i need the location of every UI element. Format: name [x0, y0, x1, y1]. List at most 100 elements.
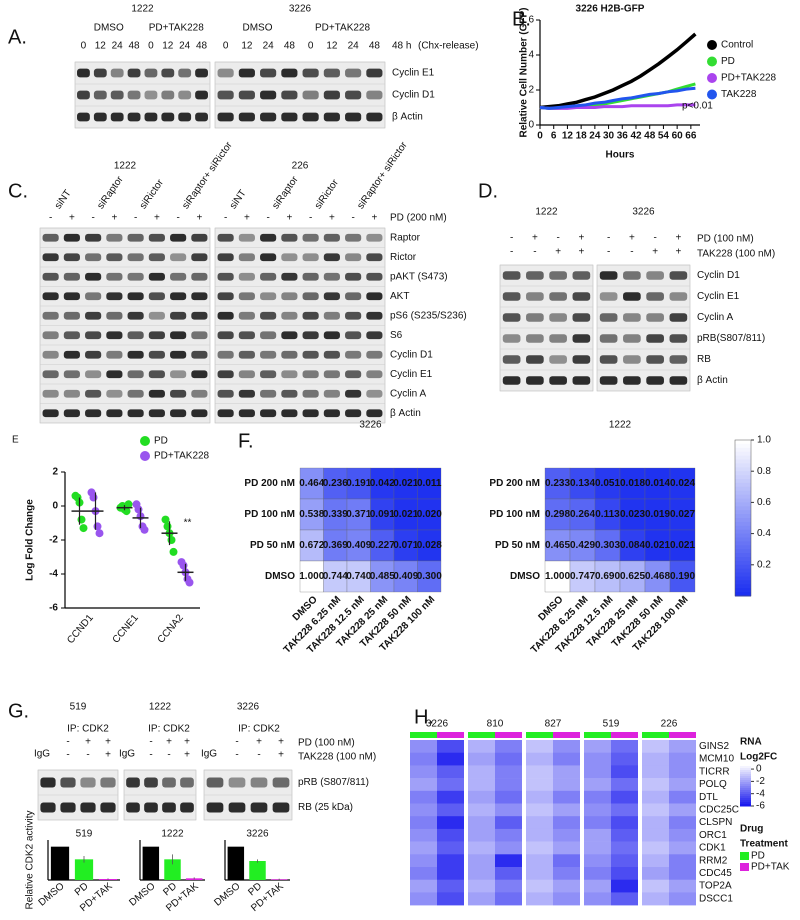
heatmap-cell: [526, 867, 553, 880]
blot-band: [260, 90, 277, 100]
blot-band: [63, 292, 80, 301]
heatmap-cell: [669, 892, 696, 906]
blot-band: [599, 313, 618, 322]
blot-band: [572, 292, 591, 301]
x-tick-label: DMSO: [212, 881, 242, 909]
blot-band: [127, 292, 144, 301]
row-label: PD 50 nM: [250, 540, 295, 551]
annotation: p<0.01: [682, 101, 713, 112]
data-point: [134, 505, 143, 514]
blot-band: [366, 331, 383, 340]
colorbar-step: [740, 796, 751, 799]
blot-band: [281, 68, 298, 78]
row-label: ORC1: [699, 830, 727, 841]
heatmap-cell: [468, 790, 495, 804]
blot-band: [366, 68, 383, 78]
row-label: DTL: [699, 792, 718, 803]
cell-line: 519: [70, 702, 87, 713]
colorbar-step: [735, 514, 751, 519]
colorbar-step: [735, 518, 751, 523]
blot-band: [281, 409, 298, 418]
heatmap-cell: [611, 803, 638, 817]
row-label: PD 200 nM: [489, 478, 540, 489]
blot-band: [144, 777, 158, 788]
heatmap-cell: [669, 879, 696, 893]
blot-band: [60, 777, 76, 788]
blot-band: [281, 272, 298, 281]
row-label: Cyclin E1: [697, 291, 740, 302]
lane-label: 48: [196, 41, 208, 52]
cell-label: 0.027: [670, 509, 695, 520]
heatmap-cell: [611, 828, 638, 842]
blot-band: [144, 90, 158, 100]
blot-band: [281, 311, 298, 320]
blot-band: [623, 313, 641, 322]
blot-band: [77, 68, 90, 78]
blot-band: [228, 802, 246, 813]
x-tick-label: DMSO: [127, 881, 157, 909]
blot-band: [217, 409, 234, 418]
heatmap-cell: [611, 892, 638, 906]
blot-band: [106, 311, 123, 320]
row-label: DMSO: [265, 571, 295, 582]
cell-label: 0.023: [620, 509, 645, 520]
row-label: PD 200 nM: [244, 478, 295, 489]
bar: [164, 859, 181, 880]
x-tick-label: CCNE1: [111, 612, 141, 645]
heatmap-cell: [611, 740, 638, 753]
sign: -: [533, 247, 536, 258]
blot-band: [127, 112, 141, 122]
colorbar-step: [735, 494, 751, 499]
blot-band: [170, 350, 187, 359]
blot-band: [502, 376, 521, 385]
heatmap-cell: [584, 841, 611, 855]
blot-band: [162, 777, 176, 788]
cell-label: 0.024: [670, 478, 695, 489]
y-axis-label: Relative CDK2 activity: [25, 811, 36, 910]
bar: [142, 846, 160, 880]
heatmap-cell: [553, 765, 580, 779]
cell-label: 0.300: [417, 571, 442, 582]
sign: -: [309, 213, 312, 224]
cell-label: 0.429: [570, 540, 595, 551]
blot-band: [217, 253, 234, 262]
heatmap-cell: [410, 765, 437, 779]
treatment-label: PD (100 nM): [697, 234, 754, 245]
colorbar-step: [740, 792, 751, 795]
heatmap-cell: [611, 778, 638, 792]
sign: +: [629, 233, 635, 244]
colorbar-step: [735, 471, 751, 476]
blot-band: [366, 350, 383, 359]
heatmap-cell: [526, 740, 553, 753]
colorbar-step: [740, 780, 751, 783]
colorbar-step: [735, 572, 751, 577]
group-label: siRaptor: [270, 174, 301, 211]
heatmap-cell: [642, 765, 669, 779]
treatment-strip: [468, 732, 495, 738]
heatmap-cell: [468, 803, 495, 817]
treatment-label: TAK228 (100 nM): [298, 752, 376, 763]
bar: [227, 846, 245, 880]
blot-band: [260, 389, 277, 398]
x-tick-label: CCND1: [65, 612, 96, 646]
treatment-strip: [553, 732, 580, 738]
lane-label: 12: [95, 41, 107, 52]
heatmap-cell: [619, 529, 646, 562]
blot-band: [302, 253, 319, 262]
x-tick-label: CCNA2: [156, 612, 186, 645]
chart-title: 3226: [246, 829, 269, 840]
heatmap-cell: [544, 529, 571, 562]
sign: -: [510, 247, 513, 258]
lane-label: 0: [308, 41, 314, 52]
blot-band: [178, 90, 192, 100]
blot-band: [502, 334, 521, 343]
blot-band: [260, 233, 277, 242]
blot-band: [148, 350, 165, 359]
cell-label: 0.303: [595, 540, 620, 551]
colorbar-step: [735, 549, 751, 554]
heatmap-cell: [642, 892, 669, 906]
colorbar-label: 0: [756, 764, 762, 775]
colorbar-label: 0.2: [757, 559, 771, 570]
blot-band: [85, 272, 102, 281]
y-tick-label: -4: [49, 569, 58, 580]
